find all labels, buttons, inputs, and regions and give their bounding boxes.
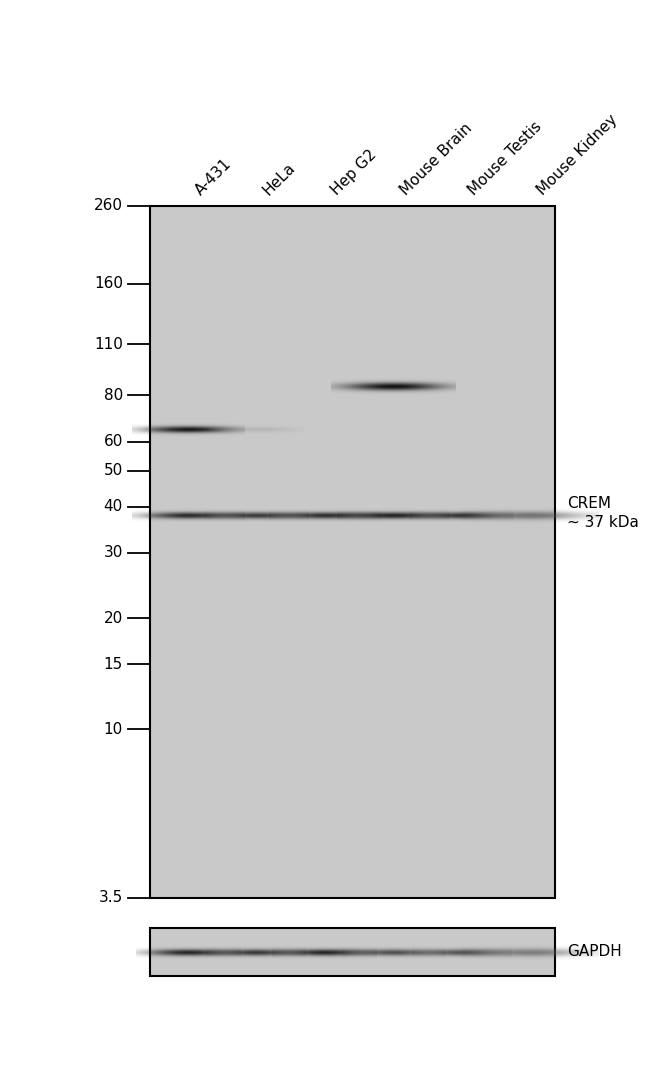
Text: CREM
~ 37 kDa: CREM ~ 37 kDa [567, 496, 639, 530]
Text: 60: 60 [103, 434, 123, 449]
Text: 20: 20 [104, 610, 123, 625]
Text: 160: 160 [94, 277, 123, 292]
Text: 30: 30 [103, 546, 123, 561]
Text: HeLa: HeLa [261, 160, 298, 198]
Text: Mouse Testis: Mouse Testis [465, 118, 545, 198]
Text: Mouse Kidney: Mouse Kidney [534, 112, 620, 198]
Bar [150, 206, 555, 898]
Text: 15: 15 [104, 656, 123, 671]
Text: Mouse Brain: Mouse Brain [397, 121, 474, 198]
Bar [150, 928, 555, 976]
Text: A-431: A-431 [192, 156, 234, 198]
Text: 3.5: 3.5 [99, 891, 123, 906]
Text: 80: 80 [104, 387, 123, 402]
Text: 40: 40 [104, 499, 123, 514]
Text: 110: 110 [94, 337, 123, 352]
Text: Hep G2: Hep G2 [329, 147, 380, 198]
Text: 50: 50 [104, 464, 123, 479]
Text: GAPDH: GAPDH [567, 945, 622, 960]
Text: 260: 260 [94, 198, 123, 213]
Text: 10: 10 [104, 722, 123, 737]
